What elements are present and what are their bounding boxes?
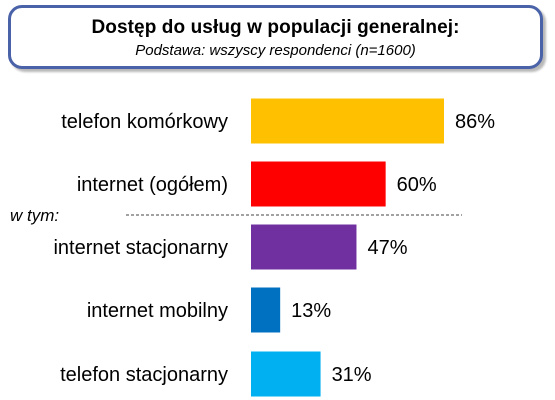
category-label-internet-mobilny: internet mobilny (87, 300, 228, 322)
value-label-internet-mobilny: 13% (291, 300, 331, 322)
category-label-internet-stacjonarny: internet stacjonarny (53, 237, 228, 259)
value-label-telefon-stacjonarny: 31% (332, 364, 372, 386)
subgroup-label: w tym: (10, 206, 59, 225)
chart-subtitle: Podstawa: wszyscy respondenci (n=1600) (135, 42, 416, 59)
chart-title-box: Dostęp do usług w populacji generalnej: … (8, 5, 543, 69)
category-label-telefon-stacjonarny: telefon stacjonarny (60, 364, 228, 386)
bar-internet-mobilny (251, 287, 281, 333)
category-label-internet-ogolem: internet (ogółem) (77, 174, 228, 196)
category-label-telefon-komorkowy: telefon komórkowy (61, 111, 228, 133)
bar-telefon-komorkowy (251, 98, 444, 144)
value-label-internet-ogolem: 60% (397, 174, 437, 196)
bar-internet-stacjonarny (251, 224, 357, 270)
value-label-telefon-komorkowy: 86% (455, 111, 495, 133)
chart-title: Dostęp do usług w populacji generalnej: (91, 17, 460, 38)
bar-telefon-stacjonarny (251, 351, 321, 397)
value-label-internet-stacjonarny: 47% (367, 237, 407, 259)
bar-internet-ogolem (251, 161, 386, 207)
